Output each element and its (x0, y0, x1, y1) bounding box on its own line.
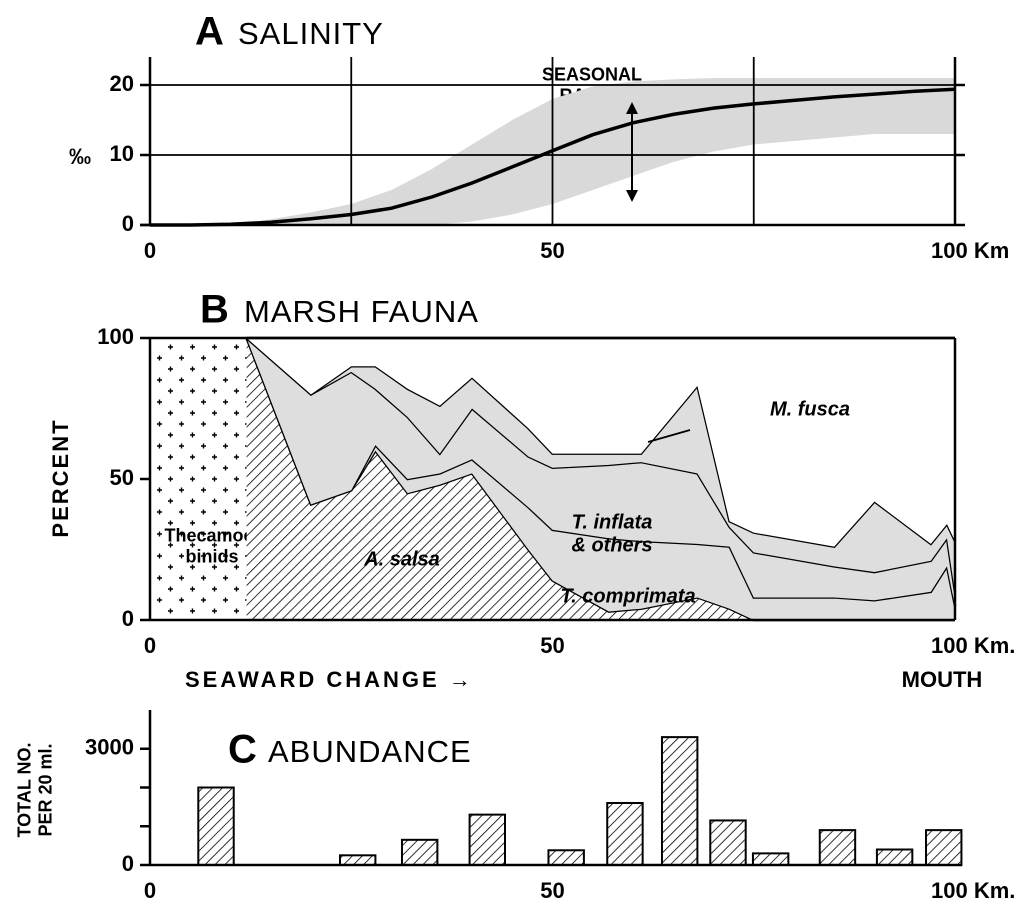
y-tick-label: 20 (110, 71, 134, 96)
x-tick-label: 0 (144, 238, 156, 263)
panel-title: SALINITY (238, 16, 384, 51)
stacked-area (246, 338, 956, 547)
x-tick-label: 50 (540, 633, 564, 658)
y-tick-label: 10 (110, 141, 134, 166)
bar (338, 854, 377, 866)
x-axis-label: SEAWARD CHANGE → (185, 667, 474, 692)
bar (925, 829, 963, 866)
panel-title: ABUNDANCE (268, 734, 472, 769)
stacked-area (246, 338, 956, 620)
panel-headers: A SALINITY ‰ SEASONALRANGE B MARSH FAUNA… (14, 10, 982, 838)
x-tick-label: 0 (144, 878, 156, 903)
y-axis-label: PERCENT (48, 418, 73, 537)
bar (606, 802, 644, 866)
bar (197, 786, 235, 866)
x-tick-label: 100 Km. (931, 633, 1015, 658)
leader-line (647, 429, 691, 443)
bar (709, 819, 747, 866)
stacked-area (246, 338, 956, 606)
bar (400, 838, 439, 866)
salinity-line (150, 87, 956, 227)
x-tick-label: 50 (540, 878, 564, 903)
bar (660, 736, 699, 866)
annotation: MOUTH (902, 667, 983, 692)
y-tick-label: 50 (110, 465, 134, 490)
y-axis-label: ‰ (69, 144, 91, 169)
species-label: Thecamoe-binids (164, 525, 259, 566)
y-tick-label: 100 (97, 324, 134, 349)
stacked-area (246, 338, 956, 592)
panel-letter: C (228, 728, 257, 772)
panel-title: MARSH FAUNA (244, 294, 479, 329)
bar (547, 849, 585, 867)
y-tick-label: 0 (122, 606, 134, 631)
y-tick-label: 3000 (85, 735, 134, 760)
decorations (626, 102, 691, 443)
bar (468, 813, 507, 866)
x-tick-label: 100 Km. (931, 878, 1015, 903)
bar (818, 829, 857, 866)
stacked-area (246, 338, 956, 620)
x-tick-label: 50 (540, 238, 564, 263)
species-label: T. comprimata (560, 585, 695, 607)
y-tick-label: 0 (122, 851, 134, 876)
bar (875, 848, 914, 866)
y-axis-label: TOTAL NO.PER 20 ml. (14, 742, 55, 837)
arrow-heads (626, 102, 638, 202)
plot-marks: 0 10 20 0 50 100 Km Thecamoe-binids A. salsa T. … (85, 57, 1015, 903)
x-tick-label: 100 Km (931, 238, 1009, 263)
species-label: M. fusca (770, 398, 850, 420)
species-label: A. salsa (363, 548, 440, 570)
panel-letter: B (200, 288, 229, 332)
bar (751, 852, 790, 866)
x-tick-label: 0 (144, 633, 156, 658)
panel-letter: A (195, 10, 224, 54)
y-tick-label: 0 (122, 211, 134, 236)
species-label: T. inflata & others (571, 512, 652, 557)
area (150, 338, 247, 620)
